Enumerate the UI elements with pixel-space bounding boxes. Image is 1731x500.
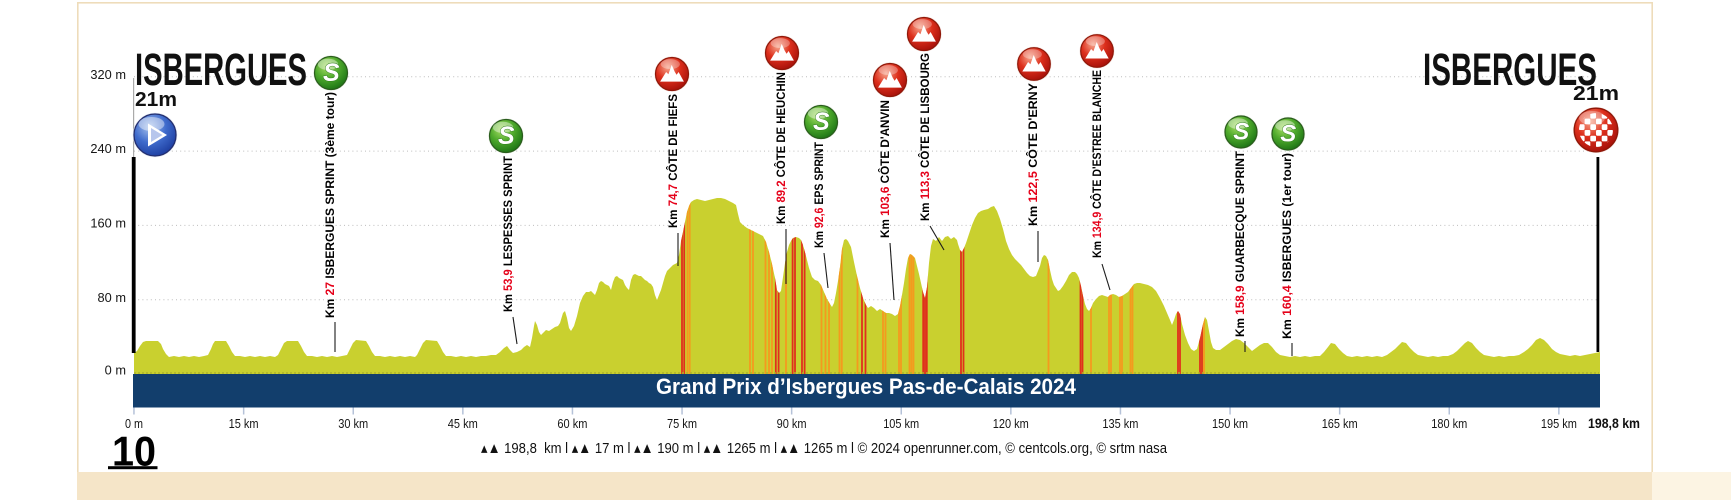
svg-text:240 m: 240 m	[90, 141, 126, 156]
svg-text:S: S	[813, 108, 830, 136]
svg-text:21m: 21m	[135, 88, 177, 111]
svg-text:Km 27 ISBERGUES SPRINT (3ème t: Km 27 ISBERGUES SPRINT (3ème tour)	[323, 92, 337, 318]
svg-text:Km 103,6 CÔTE D'ANVIN: Km 103,6 CÔTE D'ANVIN	[877, 100, 892, 238]
svg-text:75 km: 75 km	[667, 416, 697, 431]
svg-text:150 km: 150 km	[1212, 416, 1248, 431]
svg-text:S: S	[1233, 119, 1249, 146]
svg-text:30 km: 30 km	[338, 416, 368, 431]
svg-text:S: S	[323, 59, 340, 87]
svg-text:80 m: 80 m	[98, 290, 126, 305]
svg-text:0 m: 0 m	[105, 363, 126, 378]
svg-text:135 km: 135 km	[1102, 416, 1138, 431]
svg-text:105 km: 105 km	[883, 416, 919, 431]
svg-text:Km 134,9 CÔTE D'ESTREE BLANCHE: Km 134,9 CÔTE D'ESTREE BLANCHE	[1089, 70, 1104, 258]
svg-text:160 m: 160 m	[90, 216, 126, 231]
svg-text:60 km: 60 km	[557, 416, 587, 431]
svg-text:Grand Prix d’Isbergues Pas-de-: Grand Prix d’Isbergues Pas-de-Calais 202…	[656, 374, 1076, 399]
svg-text:Km 53,9 LESPESSES SPRINT: Km 53,9 LESPESSES SPRINT	[501, 156, 515, 312]
svg-text:15 km: 15 km	[229, 416, 259, 431]
svg-text:Km 74,7 CÔTE DE FIEFS: Km 74,7 CÔTE DE FIEFS	[665, 94, 680, 228]
svg-text:165 km: 165 km	[1322, 416, 1358, 431]
svg-text:0 m: 0 m	[125, 416, 143, 431]
svg-text:Km 113,3 CÔTE DE LISBOURG: Km 113,3 CÔTE DE LISBOURG	[917, 53, 932, 221]
svg-text:Km 89,2 CÔTE DE HEUCHIN: Km 89,2 CÔTE DE HEUCHIN	[773, 72, 788, 224]
svg-text:21m: 21m	[1573, 82, 1619, 105]
svg-text:Km 158,9 GUARBECQUE SPRINT: Km 158,9 GUARBECQUE SPRINT	[1233, 151, 1247, 337]
svg-text:Km 92,6 EPS SPRINT: Km 92,6 EPS SPRINT	[812, 142, 826, 248]
svg-text:195 km: 195 km	[1541, 416, 1577, 431]
svg-text:▴▲ 198,8 km l ▴▲ 17 m l ▴▲ 19: ▴▲ 198,8 km l ▴▲ 17 m l ▴▲ 190 m l ▴▲ 12…	[481, 440, 1167, 457]
svg-text:45 km: 45 km	[448, 416, 478, 431]
svg-text:320 m: 320 m	[90, 67, 126, 82]
svg-text:120 km: 120 km	[993, 416, 1029, 431]
svg-text:180 km: 180 km	[1431, 416, 1467, 431]
svg-text:Km 160,4 ISBERGUES (1er tour): Km 160,4 ISBERGUES (1er tour)	[1280, 153, 1294, 339]
svg-text:S: S	[498, 122, 515, 150]
svg-text:Km 122,5 CÔTE D'ERNY: Km 122,5 CÔTE D'ERNY	[1025, 83, 1040, 226]
svg-text:ISBERGUES: ISBERGUES	[135, 44, 307, 95]
svg-text:90 km: 90 km	[777, 416, 807, 431]
svg-text:S: S	[1280, 121, 1296, 148]
svg-text:ISBERGUES: ISBERGUES	[1423, 44, 1597, 95]
svg-text:198,8 km: 198,8 km	[1588, 416, 1640, 431]
